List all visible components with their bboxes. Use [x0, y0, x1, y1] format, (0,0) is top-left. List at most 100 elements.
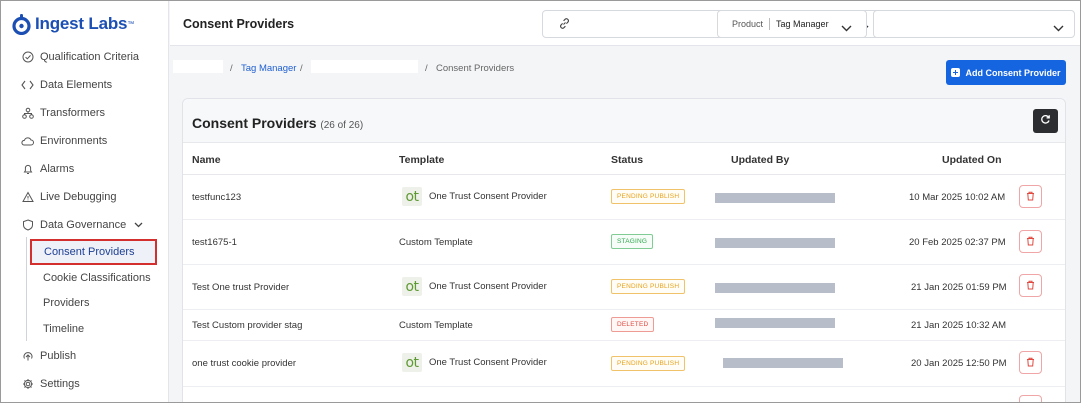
- card-header: Consent Providers (26 of 26): [183, 99, 1065, 143]
- code-brackets-icon: [21, 79, 34, 92]
- sidebar-item-environments[interactable]: Environments: [21, 130, 107, 152]
- add-button-label: Add Consent Provider: [965, 67, 1061, 78]
- card-title: Consent Providers (26 of 26): [192, 115, 363, 131]
- header-divider: [183, 174, 1065, 175]
- status-badge: DELETED: [611, 317, 655, 332]
- sidebar-item-label: Consent Providers: [44, 246, 135, 258]
- provider-name: testfunc123: [192, 192, 242, 203]
- link-icon: [558, 17, 571, 35]
- refresh-button[interactable]: [1033, 109, 1058, 133]
- status-badge: PENDING PUBLISH: [611, 189, 686, 204]
- column-header-updated-by[interactable]: Updated By: [731, 154, 790, 166]
- check-circle-icon: [21, 51, 34, 64]
- top-bar: Consent Providers Product Tag Manager: [170, 1, 1080, 46]
- chevron-down-icon: [134, 219, 143, 231]
- onetrust-logo-icon: ot: [402, 277, 422, 296]
- sidebar-item-data-elements[interactable]: Data Elements: [21, 74, 112, 96]
- record-count: (26 of 26): [320, 120, 364, 131]
- delete-button[interactable]: [1019, 395, 1042, 402]
- updated-on: 20 Feb 2025 02:37 PM: [909, 237, 1006, 248]
- column-header-updated-on[interactable]: Updated On: [942, 154, 1002, 166]
- add-consent-provider-button[interactable]: Add Consent Provider: [946, 60, 1066, 85]
- gear-icon: [21, 378, 34, 391]
- breadcrumb-separator: /: [300, 63, 303, 74]
- status-badge: STAGING: [611, 234, 654, 249]
- onetrust-logo-icon: ot: [402, 187, 422, 206]
- sidebar-item-publish[interactable]: Publish: [21, 345, 76, 367]
- publish-icon: [21, 350, 34, 363]
- product-selector[interactable]: Product Tag Manager: [717, 10, 867, 38]
- breadcrumb-current: Consent Providers: [436, 63, 515, 74]
- brand-trademark: ™: [127, 20, 135, 28]
- template-cell: ot One Trust Consent Provider: [402, 187, 547, 206]
- sidebar-item-label: Providers: [43, 297, 90, 309]
- sidebar-item-label: Qualification Criteria: [40, 51, 140, 63]
- sidebar-item-settings[interactable]: Settings: [21, 373, 80, 395]
- sidebar-item-data-governance[interactable]: Data Governance: [21, 214, 143, 236]
- onetrust-logo-icon: ot: [402, 353, 422, 372]
- redacted-user: [715, 193, 835, 203]
- trash-icon: [1026, 354, 1035, 372]
- sidebar-item-label: Environments: [40, 135, 108, 147]
- warning-triangle-icon: [21, 191, 34, 204]
- sidebar-item-providers[interactable]: Providers: [43, 293, 89, 313]
- sidebar: Ingest Labs ™ Qualification Criteria Data…: [1, 1, 169, 402]
- breadcrumb-tag-manager[interactable]: Tag Manager: [241, 63, 297, 74]
- sidebar-item-label: Data Governance: [40, 219, 127, 231]
- redacted-user: [715, 318, 835, 328]
- sidebar-item-label: Cookie Classifications: [43, 272, 151, 284]
- delete-button[interactable]: [1019, 351, 1042, 374]
- status-badge: PENDING PUBLISH: [611, 356, 686, 371]
- delete-button[interactable]: [1019, 230, 1042, 253]
- redacted-user: [715, 283, 835, 293]
- column-header-template[interactable]: Template: [399, 154, 445, 166]
- column-header-status[interactable]: Status: [611, 154, 644, 166]
- trash-icon: [1026, 188, 1035, 206]
- template-name: One Trust Consent Provider: [429, 357, 547, 368]
- chevron-down-icon: [841, 19, 852, 37]
- sidebar-item-timeline[interactable]: Timeline: [43, 319, 84, 339]
- consent-providers-card: Consent Providers (26 of 26) Name Templa…: [182, 98, 1066, 402]
- column-header-name[interactable]: Name: [192, 154, 221, 166]
- template-cell: ot One Trust Consent Provider: [402, 353, 547, 372]
- page-title: Consent Providers: [183, 17, 295, 31]
- template-name: Custom Template: [399, 320, 473, 331]
- trash-icon: [1026, 277, 1035, 295]
- table-row[interactable]: one trust cookie provider ot One Trust C…: [183, 341, 1065, 387]
- breadcrumb-redacted-root: [173, 60, 223, 73]
- provider-name: one trust cookie provider: [192, 358, 297, 369]
- table-row[interactable]: test1675-1 Custom Template STAGING 20 Fe…: [183, 220, 1065, 265]
- sidebar-item-cookie-classifications[interactable]: Cookie Classifications: [43, 268, 151, 288]
- sidebar-item-consent-providers[interactable]: Consent Providers: [30, 239, 157, 265]
- sidebar-item-alarms[interactable]: Alarms: [21, 158, 74, 180]
- sidebar-item-live-debugging[interactable]: Live Debugging: [21, 186, 116, 208]
- template-name: Custom Template: [399, 237, 473, 248]
- sidebar-item-transformers[interactable]: Transformers: [21, 102, 105, 124]
- breadcrumb-redacted-container: [311, 60, 418, 73]
- chevron-down-icon: [1053, 19, 1064, 37]
- account-selector[interactable]: [873, 10, 1075, 38]
- brand-logo[interactable]: Ingest Labs ™: [12, 11, 134, 37]
- sidebar-item-qualification-criteria[interactable]: Qualification Criteria: [21, 46, 139, 68]
- sidebar-item-label: Publish: [40, 350, 77, 362]
- hierarchy-icon: [21, 107, 34, 120]
- card-title-text: Consent Providers: [192, 115, 317, 131]
- table-row[interactable]: Test One trust Provider ot One Trust Con…: [183, 265, 1065, 310]
- redacted-user: [715, 238, 835, 248]
- template-name: One Trust Consent Provider: [429, 281, 547, 292]
- template-name: One Trust Consent Provider: [429, 191, 547, 202]
- sidebar-item-label: Alarms: [40, 163, 75, 175]
- plus-square-icon: [951, 68, 961, 77]
- submenu-guide-line: [26, 237, 27, 341]
- delete-button[interactable]: [1019, 185, 1042, 208]
- delete-button[interactable]: [1019, 274, 1042, 297]
- table-row[interactable]: Test Custom provider stag Custom Templat…: [183, 310, 1065, 341]
- ingest-labs-logo-icon: [12, 13, 31, 35]
- breadcrumb-separator: /: [425, 63, 428, 74]
- table-row[interactable]: testfunc123 ot One Trust Consent Provide…: [183, 175, 1065, 220]
- breadcrumb-separator: /: [230, 63, 233, 74]
- product-label: Product: [732, 19, 764, 29]
- sidebar-item-label: Live Debugging: [40, 191, 117, 203]
- bell-icon: [21, 163, 34, 176]
- trash-icon: [1026, 233, 1035, 251]
